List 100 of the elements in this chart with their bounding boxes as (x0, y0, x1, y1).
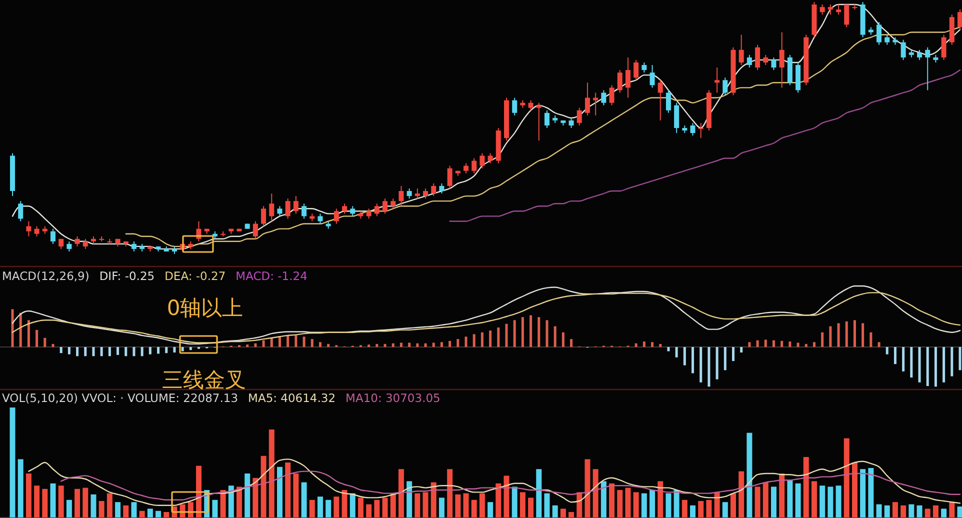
bar (708, 347, 710, 387)
bar (147, 508, 153, 518)
bar (430, 482, 436, 518)
bar (934, 347, 937, 387)
text: DEA: -0.27 (164, 269, 226, 283)
bar (74, 488, 80, 518)
annotation: 三线金叉 (162, 368, 246, 392)
bar (310, 339, 314, 347)
annotation: 0轴以上 (166, 296, 244, 320)
candlestick (293, 196, 298, 214)
bar (26, 474, 32, 518)
candlestick (917, 49, 922, 60)
candlestick (536, 102, 542, 142)
bar (44, 338, 46, 347)
bar (424, 343, 427, 347)
bar (189, 347, 192, 350)
bar (123, 505, 129, 518)
candlestick (958, 9, 962, 30)
candlestick (447, 165, 452, 189)
bar (674, 490, 680, 518)
chart-title: MACD(12,26,9) (2, 269, 90, 283)
bar (350, 493, 356, 518)
bar (148, 347, 152, 354)
bar (68, 347, 70, 354)
bar (416, 343, 419, 347)
bar (374, 500, 380, 518)
bar (52, 344, 54, 347)
bar (609, 483, 615, 518)
bar (521, 317, 524, 347)
candlestick (318, 213, 323, 224)
bar (884, 505, 890, 518)
bar (10, 408, 16, 518)
bar (837, 323, 840, 347)
bar (706, 500, 712, 518)
candlestick (755, 44, 760, 71)
bar (584, 459, 590, 518)
bar (448, 340, 452, 347)
bar (756, 340, 759, 347)
bar (748, 342, 751, 347)
bar (732, 347, 734, 362)
bar (18, 459, 24, 518)
bar (852, 462, 858, 518)
bar (950, 347, 954, 376)
candlestick (302, 203, 307, 220)
candlestick (779, 32, 784, 88)
bar (949, 502, 955, 518)
bar (795, 483, 801, 518)
bar (422, 492, 428, 518)
candlestick (884, 34, 890, 46)
bar (76, 347, 79, 356)
bar (641, 493, 647, 518)
bar (108, 347, 111, 356)
bar (568, 512, 574, 518)
bar (317, 496, 323, 518)
bar (562, 332, 564, 347)
bar (924, 508, 930, 518)
bar (642, 342, 646, 347)
bar (617, 490, 623, 518)
candlestick (609, 84, 614, 106)
bar (957, 506, 962, 518)
bar (60, 347, 62, 354)
candlestick (398, 185, 404, 207)
bar (690, 505, 696, 518)
candlestick (642, 62, 647, 74)
candlestick (584, 82, 590, 116)
bar (268, 430, 274, 518)
chart-title: VOL(5,10,20) VVOL: · VOLUME: 22087.13 (2, 391, 238, 405)
bar (408, 342, 411, 347)
candlestick (131, 240, 136, 252)
bar (326, 500, 332, 518)
bar (754, 486, 760, 518)
bar (19, 312, 22, 347)
bar (504, 476, 510, 518)
candlestick (390, 198, 396, 210)
bar (958, 347, 962, 370)
bar (853, 320, 856, 347)
bar (390, 493, 396, 518)
bar (634, 343, 638, 347)
bar (658, 481, 664, 518)
candlestick (820, 4, 825, 16)
candlestick (690, 122, 696, 136)
bar (164, 512, 170, 518)
candlestick (82, 238, 88, 250)
bar (836, 486, 842, 518)
bar (327, 344, 330, 347)
bar (334, 496, 340, 518)
bar (366, 504, 372, 518)
bar (828, 486, 834, 518)
bar (165, 347, 168, 354)
bar (309, 500, 315, 518)
candlestick (382, 198, 388, 214)
bar (27, 320, 30, 347)
candlestick (738, 34, 744, 66)
bar (530, 315, 532, 347)
bar (270, 338, 273, 347)
bar (894, 347, 896, 364)
candlestick (828, 4, 833, 16)
bar (90, 494, 96, 518)
candlestick (414, 188, 420, 200)
bar (260, 456, 266, 518)
